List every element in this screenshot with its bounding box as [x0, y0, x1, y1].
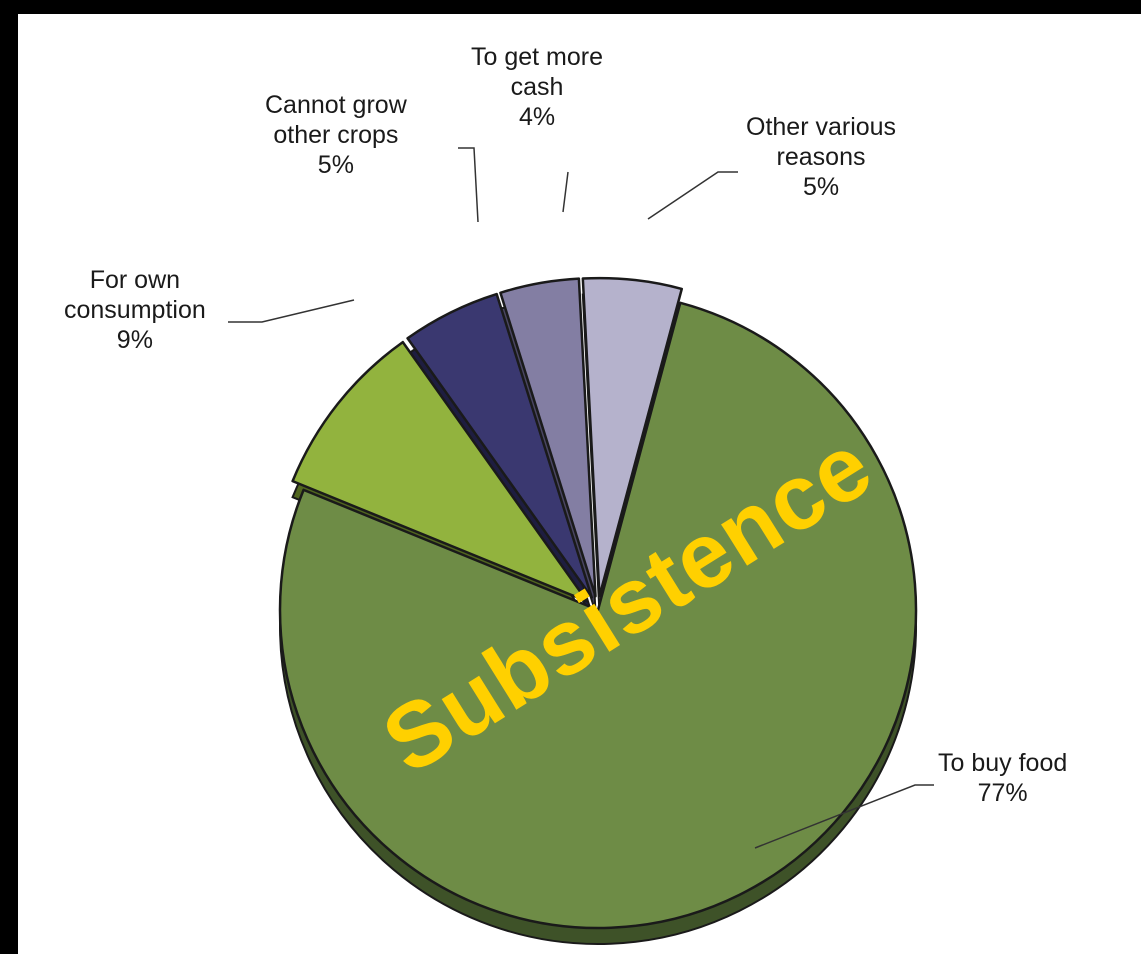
slice-to-buy-food	[278, 301, 918, 930]
slice-other-various-reasons	[581, 276, 684, 598]
leader-line-to-get-more-cash	[562, 171, 569, 213]
slice-for-own-consumption	[291, 340, 589, 603]
slice-to-get-more-cash	[499, 277, 597, 598]
leader-line-to-buy-food	[754, 784, 934, 849]
label-cannot-grow-other-crops: Cannot grow other crops 5%	[265, 91, 407, 179]
leader-line-other-various-reasons	[647, 171, 738, 220]
label-to-get-more-cash: To get more cash 4%	[471, 43, 604, 131]
label-for-own-consumption: For own consumption 9%	[64, 266, 206, 354]
label-to-buy-food: To buy food 77%	[938, 749, 1068, 807]
label-other-various-reasons: Other various reasons 5%	[746, 113, 897, 201]
slice-cannot-grow-other-crops	[406, 292, 594, 599]
leader-line-cannot-grow-other-crops	[458, 147, 479, 223]
leader-line-for-own-consumption	[228, 299, 355, 323]
